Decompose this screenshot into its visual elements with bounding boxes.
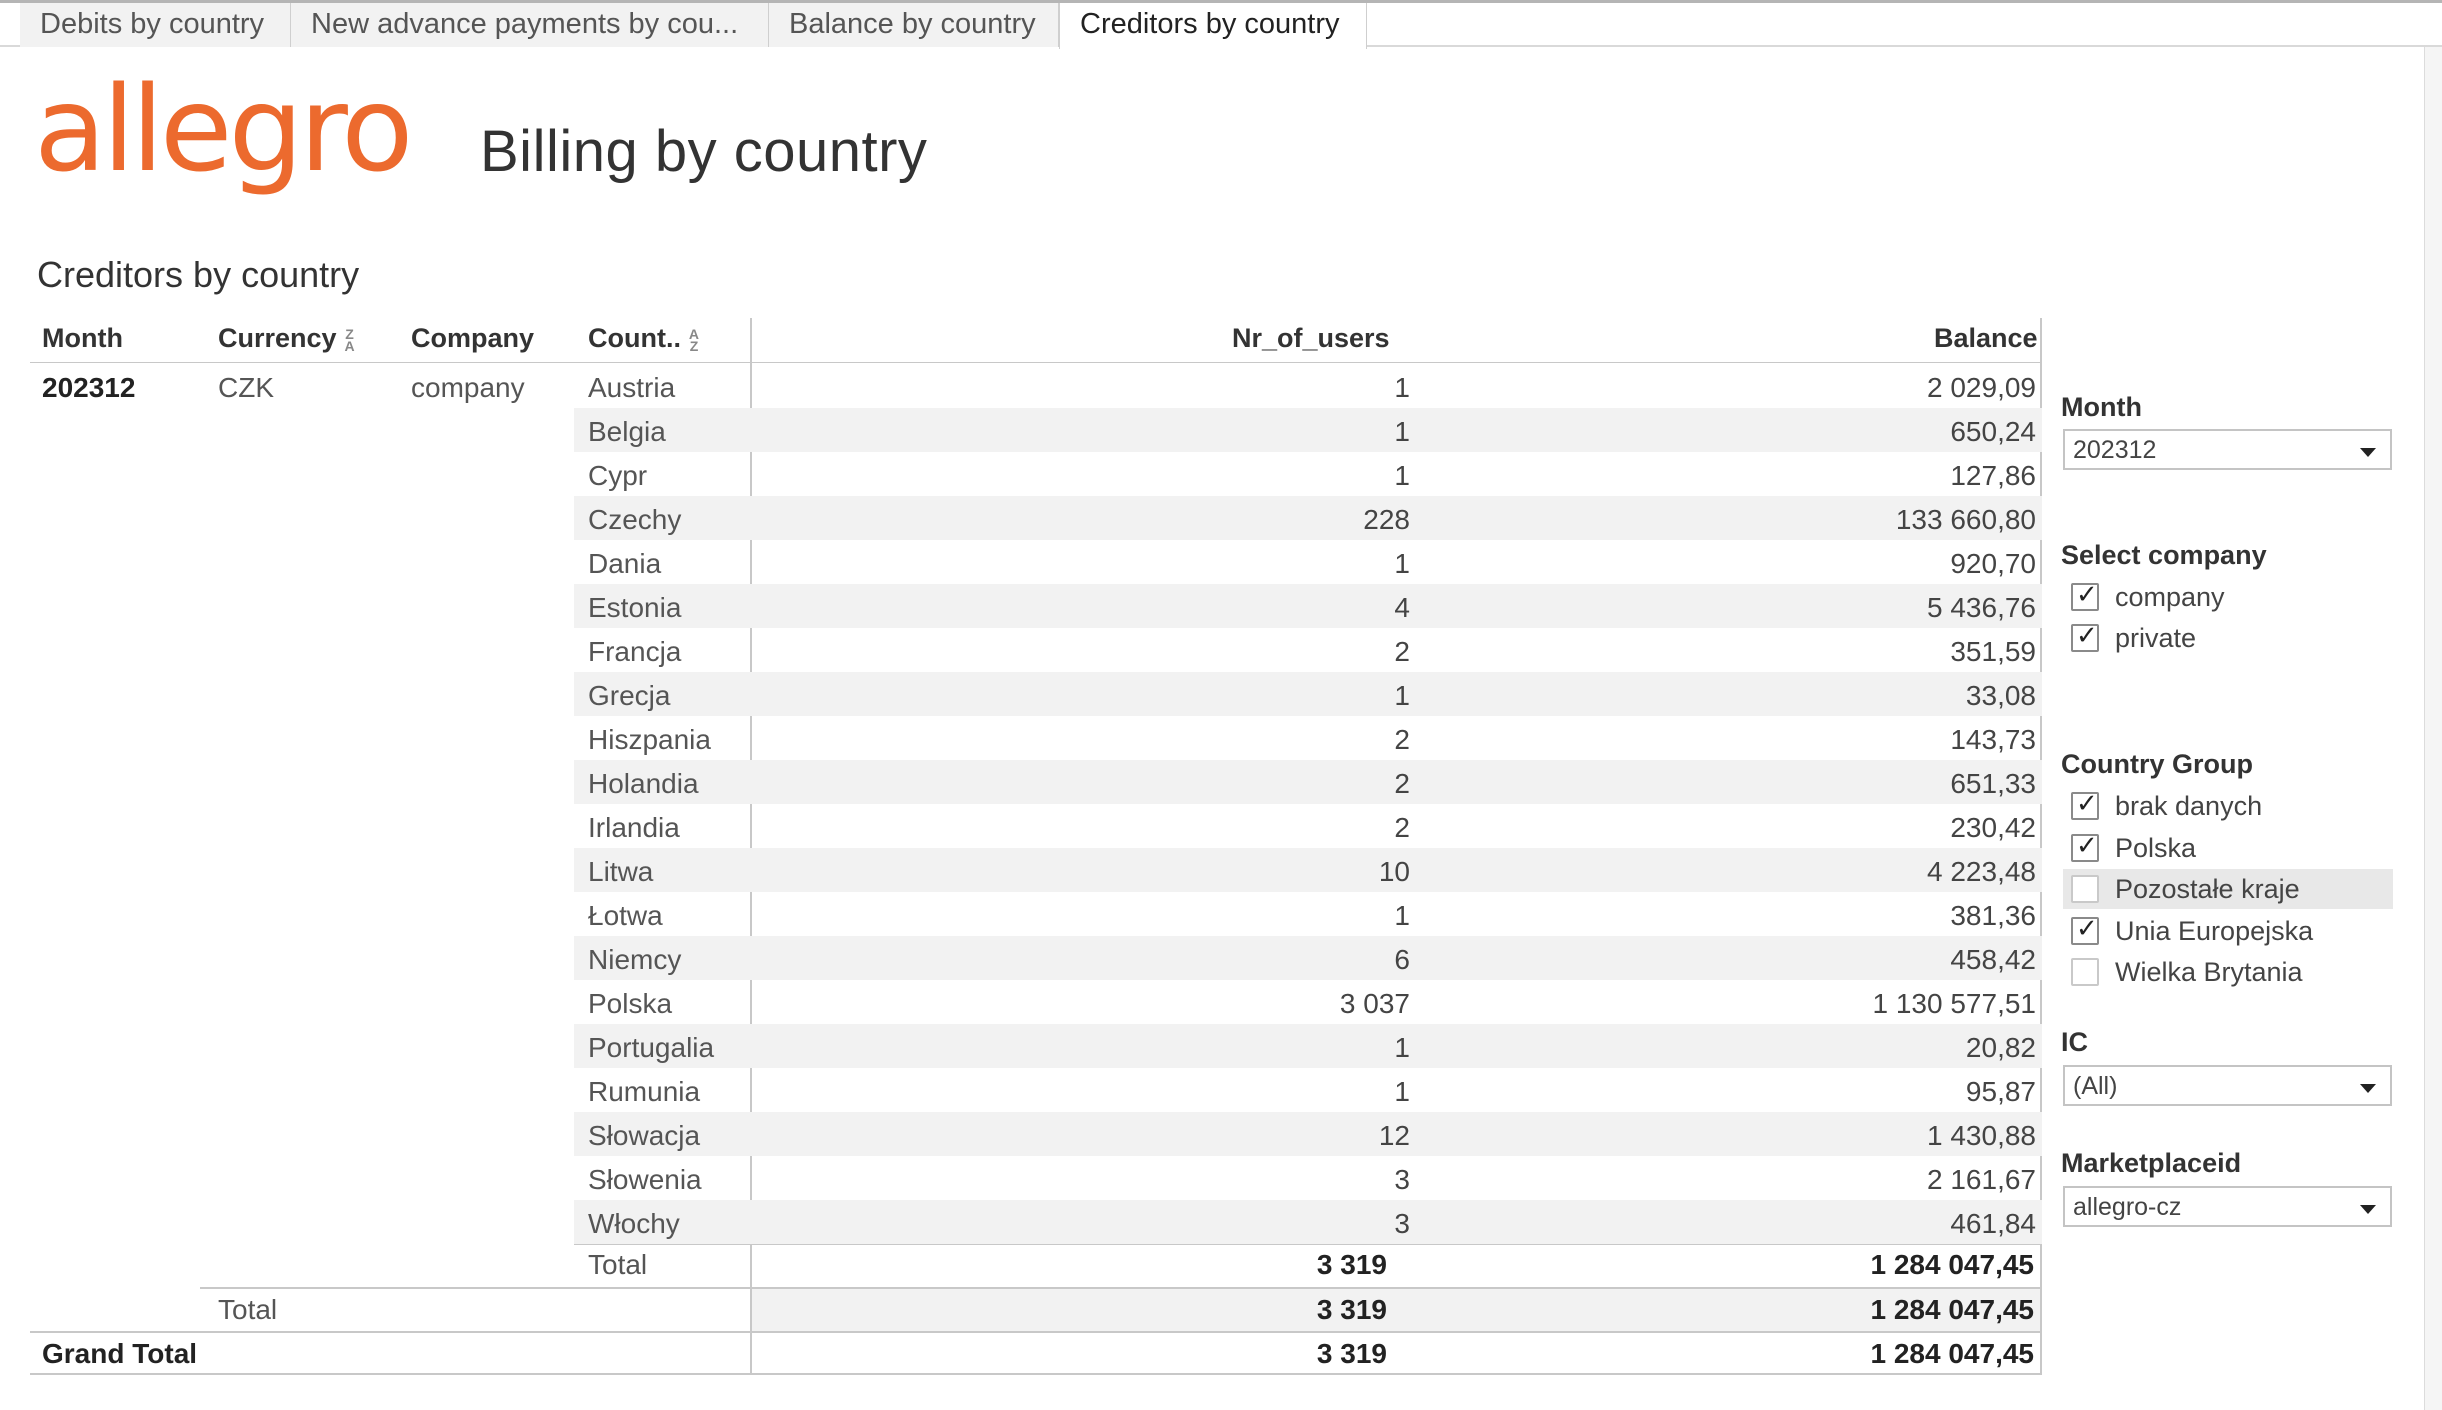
grand-total-balance: 1 284 047,45 [1870,1338,2035,1369]
checkbox-company[interactable]: ✓ company [2063,577,2393,617]
table-row[interactable]: Grecja 1 33,08 [574,672,2042,716]
logo-wordmark: allegro [34,70,410,198]
page-scroll-edge [2424,47,2442,1410]
column-divider [750,318,752,1375]
table-row[interactable]: Francja 2 351,59 [588,636,2036,667]
checkbox-wielka-brytania[interactable]: Wielka Brytania [2063,952,2393,992]
country-total-label: Total [588,1249,648,1280]
tab-balance-by-country[interactable]: Balance by country [769,3,1059,47]
checkbox-checked-icon[interactable]: ✓ [2071,789,2099,820]
checkbox-private[interactable]: ✓ private [2063,618,2393,658]
table-row[interactable]: Irlandia 2 230,42 [588,812,2036,843]
marketplace-dropdown[interactable]: allegro-cz [2063,1186,2392,1227]
chevron-down-icon [2360,1205,2376,1214]
header-country[interactable]: Count.. A Z [588,323,700,354]
section-title: Creditors by country [37,254,360,295]
table-row[interactable]: Łotwa 1 381,36 [588,900,2036,931]
country-total-balance: 1 284 047,45 [1870,1249,2035,1280]
checkbox-unchecked-icon[interactable] [2071,958,2099,986]
checkbox-checked-icon[interactable]: ✓ [2071,580,2099,611]
checkbox-unchecked-icon[interactable] [2071,875,2099,903]
table-row[interactable]: Słowacja 12 1 430,88 [574,1112,2042,1156]
table-row[interactable]: Estonia 4 5 436,76 [574,584,2042,628]
table-row[interactable]: Czechy 228 133 660,80 [574,496,2042,540]
table-row[interactable]: Słowenia 3 2 161,67 [588,1164,2036,1195]
header-divider [30,362,2042,363]
currency-total-band [752,1289,2040,1331]
month-filter-label: Month [2061,392,2142,422]
currency-cell: CZK [218,372,274,403]
top-divider [0,0,2442,3]
checkbox-unia-europejska[interactable]: ✓ Unia Europejska [2063,911,2393,951]
grand-total-label: Grand Total [42,1338,198,1369]
tab-debits-by-country[interactable]: Debits by country [20,3,291,47]
country-total-users: 3 319 [1316,1249,1387,1280]
checkbox-checked-icon[interactable]: ✓ [2071,831,2099,862]
currency-total-users: 3 319 [1316,1294,1387,1325]
month-cell: 202312 [42,372,136,403]
country-rows: Austria 1 2 029,09 Belgia 1 650,24 Cypr 1 127,… [574,364,2042,1244]
chevron-down-icon [2360,1084,2376,1093]
table-row[interactable]: Austria 1 2 029,09 [588,372,2036,403]
country-total-divider [574,1244,2042,1245]
chevron-down-icon [2360,448,2376,457]
table-row[interactable]: Włochy 3 461,84 [574,1200,2042,1244]
checkbox-polska[interactable]: ✓ Polska [2063,828,2393,868]
table-row[interactable]: Portugalia 1 20,82 [574,1024,2042,1068]
select-company-label: Select company [2061,540,2267,570]
currency-total-label: Total [218,1294,278,1325]
table-row[interactable]: Holandia 2 651,33 [574,760,2042,804]
header-balance[interactable]: Balance [1934,323,2038,353]
allegro-logo: allegro [34,60,454,225]
header-currency[interactable]: Currency Z A [218,323,355,354]
grand-total-divider [30,1331,2042,1333]
checkbox-brak-danych[interactable]: ✓ brak danych [2063,786,2393,826]
checkbox-checked-icon[interactable]: ✓ [2071,914,2099,945]
table-row[interactable]: Hiszpania 2 143,73 [588,724,2036,755]
company-cell: company [411,372,525,403]
table-bottom-border [30,1373,2042,1375]
month-dropdown[interactable]: 202312 [2063,429,2392,470]
tab-bar: Debits by country New advance payments b… [0,0,2442,49]
table-row[interactable]: Dania 1 920,70 [588,548,2036,579]
checkbox-pozostale-kraje[interactable]: Pozostałe kraje [2063,869,2393,909]
table-row[interactable]: Cypr 1 127,86 [588,460,2036,491]
table-row[interactable]: Litwa 10 4 223,48 [574,848,2042,892]
country-group-label: Country Group [2061,749,2253,779]
ic-dropdown[interactable]: (All) [2063,1065,2392,1106]
grand-total-users: 3 319 [1316,1338,1387,1369]
table-row[interactable]: Niemcy 6 458,42 [574,936,2042,980]
header-company[interactable]: Company [411,323,535,353]
table-row[interactable]: Belgia 1 650,24 [574,408,2042,452]
tab-creditors-by-country[interactable]: Creditors by country [1059,3,1367,49]
checkbox-checked-icon[interactable]: ✓ [2071,621,2099,652]
currency-total-divider [200,1287,2042,1289]
marketplace-filter-label: Marketplaceid [2061,1148,2242,1178]
currency-total-balance: 1 284 047,45 [1870,1294,2035,1325]
table-row[interactable]: Polska 3 037 1 130 577,51 [588,988,2036,1019]
table-row[interactable]: Rumunia 1 95,87 [588,1076,2036,1107]
ic-filter-label: IC [2061,1027,2088,1057]
tab-new-advance-payments[interactable]: New advance payments by cou... [291,3,769,47]
header-nr-of-users[interactable]: Nr_of_users [1232,323,1390,353]
table-right-border [2040,318,2042,1375]
page-title: Billing by country [480,119,928,184]
header-month[interactable]: Month [42,323,123,353]
